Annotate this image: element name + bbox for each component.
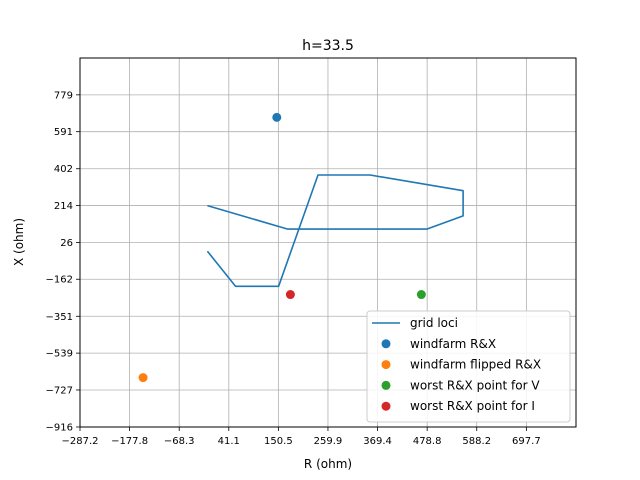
x-tick-label: 588.2: [462, 436, 491, 447]
legend-entry-label: worst R&X point for V: [410, 378, 540, 392]
grid-loci-line: [206, 174, 464, 288]
legend-marker-swatch: [381, 401, 391, 411]
y-tick-label: 402: [54, 164, 73, 175]
y-tick-label: 779: [54, 90, 73, 101]
worst-randx-point-for-i-point: [285, 290, 295, 300]
x-tick-layer: −287.2 −177.8 −68.3 41.1 150.5 259.9 369.4 478.…: [61, 427, 541, 447]
windfarm-randx-point: [272, 112, 282, 122]
series-layer: [138, 112, 464, 383]
y-tick-label: −162: [46, 275, 73, 286]
y-tick-layer: −916 −727 −539 −351 −162 26 214 402 591 779: [46, 90, 80, 434]
y-tick-label: 214: [54, 201, 73, 212]
legend-box: [366, 310, 571, 423]
x-tick-label: 478.8: [413, 436, 442, 447]
legend-entry-label: worst R&X point for I: [410, 399, 535, 413]
x-tick-label: −68.3: [164, 436, 195, 447]
y-tick-label: −539: [46, 349, 73, 360]
chart-title: h=33.5: [302, 38, 354, 54]
legend-entry-label: windfarm R&X: [410, 337, 496, 351]
y-axis-label: X (ohm): [12, 218, 26, 266]
x-tick-label: 150.5: [264, 436, 293, 447]
legend-entry-label: windfarm flipped R&X: [410, 358, 541, 372]
legend-marker-swatch: [381, 380, 391, 390]
y-tick-label: 26: [60, 238, 73, 249]
x-tick-label: 697.7: [512, 436, 541, 447]
legend-marker-swatch: [381, 360, 391, 370]
legend-marker-swatch: [381, 339, 391, 349]
legend: grid loci windfarm R&X windfarm flipped R&…: [366, 310, 571, 423]
x-tick-label: 41.1: [218, 436, 240, 447]
x-tick-label: 369.4: [363, 436, 392, 447]
x-tick-label: −177.8: [111, 436, 148, 447]
worst-randx-point-for-v-point: [416, 290, 426, 300]
y-tick-label: −351: [46, 312, 73, 323]
y-tick-label: −916: [46, 423, 73, 434]
x-axis-label: R (ohm): [304, 457, 352, 471]
legend-entry-label: grid loci: [410, 316, 458, 330]
y-tick-label: 591: [54, 127, 73, 138]
x-tick-label: −287.2: [61, 436, 98, 447]
x-tick-label: 259.9: [314, 436, 343, 447]
y-tick-label: −727: [46, 385, 73, 396]
windfarm-flipped-randx-point: [138, 373, 148, 383]
